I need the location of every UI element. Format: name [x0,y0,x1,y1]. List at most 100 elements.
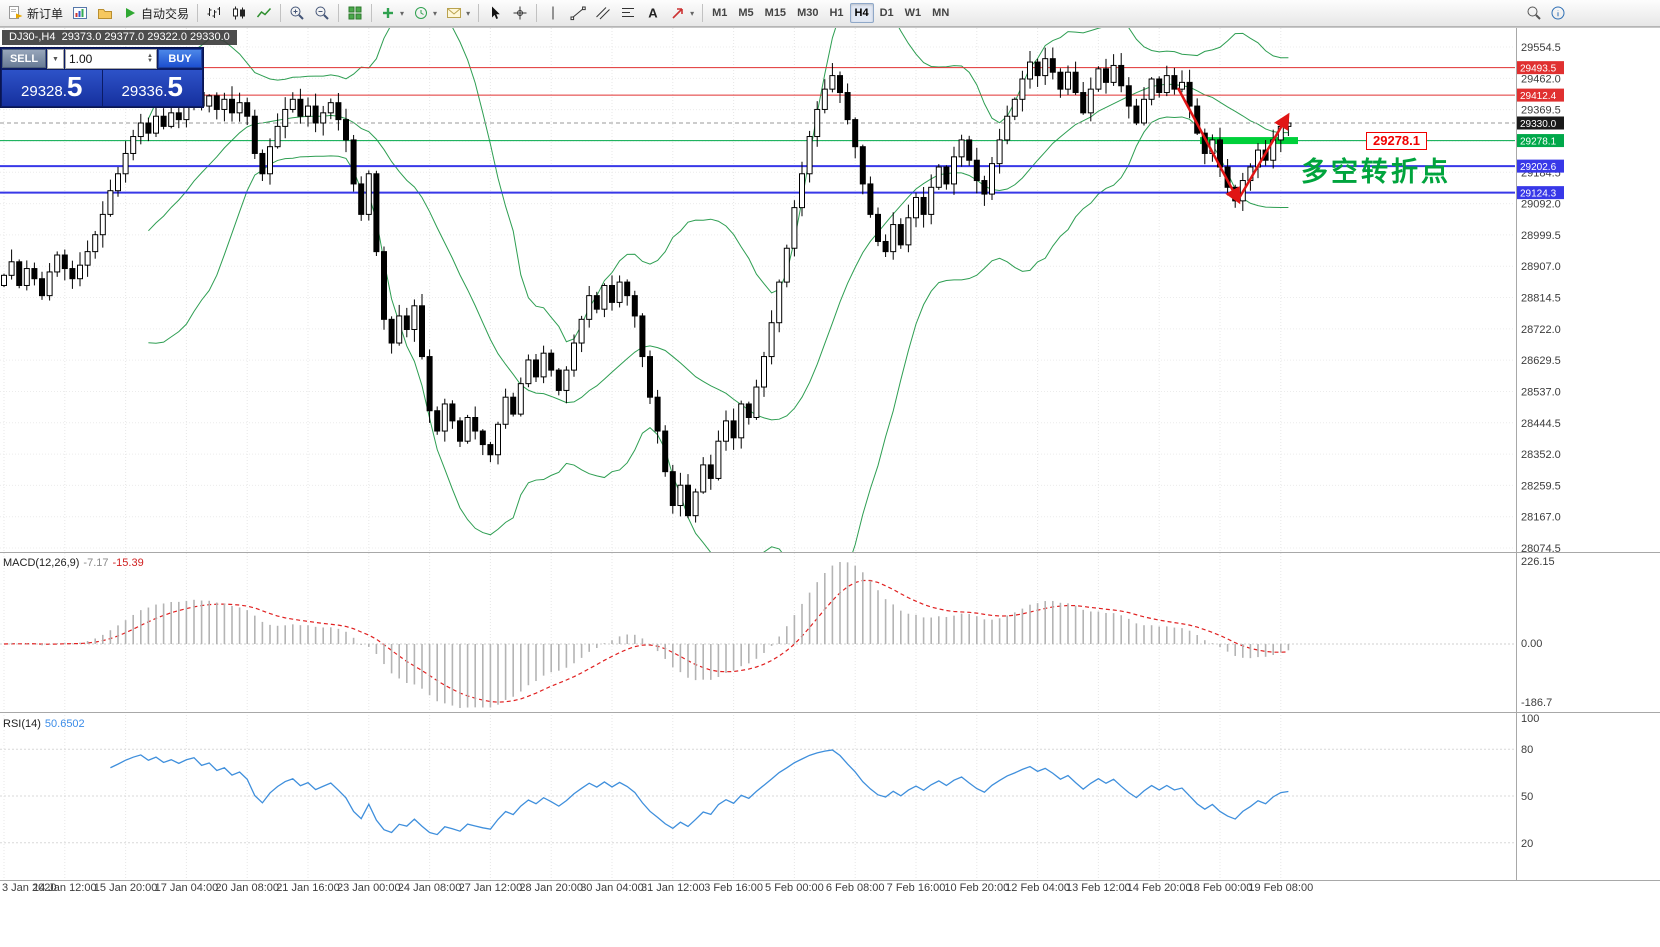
toolbar-separator [536,4,538,22]
volume-input[interactable]: 1.00 ▲ ▼ [65,49,157,69]
svg-text:15 Jan 20:00: 15 Jan 20:00 [94,882,158,894]
svg-text:28259.5: 28259.5 [1521,480,1561,492]
crosshair-button[interactable] [508,2,532,24]
add-indicator-icon [383,8,394,18]
zoom-in-icon [290,6,304,20]
timeframe-H4[interactable]: H4 [849,3,874,23]
sell-price-big: 5 [66,71,83,102]
price-axis[interactable]: 29554.529462.029369.529277.029184.529092… [1521,42,1561,850]
svg-text:29124.3: 29124.3 [1520,189,1557,200]
chevron-down-icon: ▾ [466,8,471,18]
svg-text:28814.5: 28814.5 [1521,293,1561,305]
macd-histogram [10,562,1290,708]
vertical-line-button[interactable] [541,2,565,24]
toolbar-separator [371,4,373,22]
info-circle-icon [1551,6,1565,20]
rsi-value: 50.6502 [44,718,85,730]
text-icon: A [648,6,658,21]
trend-arrows[interactable] [1176,87,1290,205]
timeframe-M1[interactable]: M1 [707,3,732,23]
help-button[interactable] [1546,2,1570,24]
volume-dropdown[interactable]: ▼ [47,49,64,69]
macd-name: MACD(12,26,9) [3,557,80,569]
crosshair-icon [513,6,527,20]
horizontal-level-lines[interactable] [0,67,1515,194]
timeframe-M30[interactable]: M30 [792,3,823,23]
navigator-button[interactable] [93,2,117,24]
timeframe-M5[interactable]: M5 [733,3,758,23]
sell-button[interactable]: SELL [2,49,46,68]
price-flag-label[interactable]: 29278.1 [1366,132,1427,150]
volume-spinner[interactable]: ▲ ▼ [147,53,153,64]
svg-text:100: 100 [1521,713,1539,725]
timeframe-D1[interactable]: D1 [875,3,899,23]
new-order-button[interactable]: 新订单 [4,2,67,24]
toolbar-separator [280,4,282,22]
svg-text:226.15: 226.15 [1521,556,1555,568]
vertical-line-icon [552,6,554,20]
support-highlight-segment[interactable] [1200,137,1298,145]
arrows-button[interactable]: ▾ [666,2,698,24]
channel-button[interactable] [591,2,615,24]
svg-text:19 Feb 08:00: 19 Feb 08:00 [1248,882,1313,894]
timeframe-MN[interactable]: MN [927,3,954,23]
annotation-note[interactable]: 多空转折点 [1301,157,1451,187]
svg-text:28907.0: 28907.0 [1521,261,1561,273]
toolbar-separator [197,4,199,22]
templates-button[interactable]: ▾ [442,2,474,24]
svg-text:29369.5: 29369.5 [1521,105,1561,117]
svg-text:28352.0: 28352.0 [1521,449,1561,461]
search-icon [1527,6,1541,20]
timeframe-H1[interactable]: H1 [824,3,848,23]
toolbar-separator [338,4,340,22]
svg-text:17 Jan 04:00: 17 Jan 04:00 [155,882,219,894]
new-order-label: 新订单 [27,6,64,21]
buy-price[interactable]: 29336. 5 [102,70,202,106]
svg-text:20: 20 [1521,838,1533,850]
svg-text:28537.0: 28537.0 [1521,386,1561,398]
pane-separators[interactable] [0,27,1660,881]
svg-text:28074.5: 28074.5 [1521,543,1561,555]
tile-windows-icon [348,6,362,20]
charts-button[interactable] [68,2,92,24]
autotrading-play-icon [126,8,136,18]
text-label-button[interactable]: A [641,2,665,24]
one-click-controls: SELL ▼ 1.00 ▲ ▼ BUY [1,48,203,69]
tile-windows-button[interactable] [343,2,367,24]
cursor-button[interactable] [483,2,507,24]
search-button[interactable] [1522,2,1546,24]
zoom-out-button[interactable] [310,2,334,24]
candles [1,47,1292,523]
sell-price[interactable]: 29328. 5 [2,70,102,106]
toolbar-separator [478,4,480,22]
buy-button[interactable]: BUY [158,49,202,68]
svg-text:21 Jan 16:00: 21 Jan 16:00 [276,882,340,894]
svg-text:13 Feb 12:00: 13 Feb 12:00 [1066,882,1131,894]
timeframe-W1[interactable]: W1 [900,3,927,23]
indicators-button[interactable]: ▾ [376,2,408,24]
candlestick-chart-button[interactable] [227,2,251,24]
periods-button[interactable]: ▾ [409,2,441,24]
svg-text:28444.5: 28444.5 [1521,418,1561,430]
toolbar-right-group [1522,2,1570,24]
svg-text:30 Jan 04:00: 30 Jan 04:00 [580,882,644,894]
line-chart-icon [256,7,272,18]
fibonacci-button[interactable] [616,2,640,24]
svg-text:28167.0: 28167.0 [1521,512,1561,524]
one-click-prices: 29328. 5 29336. 5 [1,69,203,107]
ohlc-bars-icon [207,7,221,18]
price-tags[interactable]: 29493.5 29412.4 29278.1 29202.6 29124.3 29330… [1517,61,1564,200]
trendline-button[interactable] [566,2,590,24]
svg-text:29330.0: 29330.0 [1520,119,1557,130]
timeframe-M15[interactable]: M15 [760,3,791,23]
bar-chart-button[interactable] [202,2,226,24]
svg-text:29493.5: 29493.5 [1520,64,1557,75]
svg-text:3 Feb 16:00: 3 Feb 16:00 [704,882,763,894]
svg-text:3 Jan 2020: 3 Jan 2020 [2,882,56,894]
line-chart-button[interactable] [252,2,276,24]
bollinger-bands [147,27,1289,552]
zoom-in-button[interactable] [285,2,309,24]
autotrading-button[interactable]: 自动交易 [118,2,193,24]
